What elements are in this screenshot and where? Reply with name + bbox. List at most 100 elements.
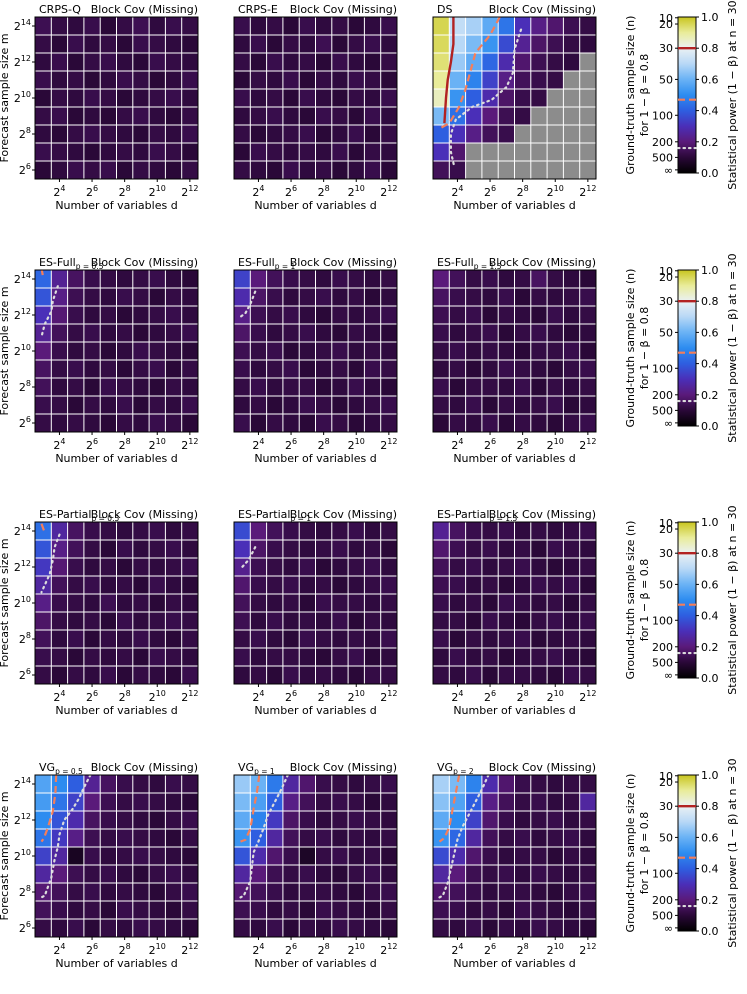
heatmap-cell [299, 576, 316, 595]
heatmap-cell [132, 378, 150, 397]
heatmap-cell [331, 107, 349, 126]
heatmap-cell [266, 53, 284, 72]
heatmap-cell [579, 901, 597, 920]
heatmap-cell [67, 270, 85, 289]
panel-subtitle: Block Cov (Missing) [91, 761, 198, 774]
heatmap-cell [100, 865, 117, 884]
heatmap-cell [234, 847, 251, 866]
heatmap-cell [514, 576, 532, 595]
heatmap-cell [380, 71, 398, 90]
x-tick-label: 212 [579, 437, 596, 452]
heatmap-cell [100, 522, 117, 541]
heatmap-cell [449, 396, 466, 415]
heatmap-cell [364, 576, 381, 595]
heatmap-cell [100, 594, 117, 613]
heatmap-cell [364, 89, 381, 108]
heatmap-cell [364, 540, 381, 559]
heatmap-cell [35, 161, 52, 180]
heatmap-cell [282, 378, 300, 397]
heatmap-cell [433, 883, 450, 902]
heatmap-cell [380, 919, 398, 938]
heatmap-cell [35, 594, 52, 613]
heatmap-cell-missing [547, 89, 564, 108]
heatmap-cell [67, 89, 85, 108]
heatmap-cell [348, 594, 365, 613]
heatmap-cell [465, 829, 483, 848]
heatmap-cell [83, 143, 101, 162]
heatmap-cell [465, 865, 483, 884]
heatmap-cell [433, 630, 450, 649]
heatmap-cell [514, 360, 532, 379]
x-tick-label: 26 [285, 942, 297, 957]
contour-solid [443, 17, 455, 124]
x-ticks: 24 26 28 210 212 [252, 937, 397, 957]
heatmap-cell [51, 901, 68, 920]
heatmap-cell [165, 270, 182, 289]
heatmap-cell [579, 865, 597, 884]
heatmap-cell [266, 35, 284, 54]
heatmap-cell [364, 919, 381, 938]
heatmap-cell [449, 829, 466, 848]
heatmap-cell [100, 396, 117, 415]
heatmap-cell [514, 53, 532, 72]
heatmap-cell [348, 396, 365, 415]
sample-size-tick-label: 10 [659, 12, 673, 25]
heatmap-cell [449, 414, 466, 433]
panel-title: ES-Fullp = 1.5 [437, 256, 502, 271]
heatmap-cell [165, 71, 182, 90]
heatmap-cell [563, 919, 580, 938]
heatmap-cell [132, 540, 150, 559]
heatmap-cell [266, 17, 284, 36]
heatmap-cell [547, 829, 564, 848]
heatmap-cell [348, 89, 365, 108]
heatmap-cell [250, 775, 267, 794]
heatmap-cell [266, 847, 284, 866]
heatmap-cell [465, 793, 483, 812]
x-tick-label: 26 [86, 942, 98, 957]
x-tick-label: 24 [252, 437, 264, 452]
heatmap-cell [250, 811, 267, 830]
heatmap-cell [348, 324, 365, 343]
heatmap-cell [348, 414, 365, 433]
heatmap-cell [250, 919, 267, 938]
heatmap-cell [465, 35, 483, 54]
heatmap-cell [514, 558, 532, 577]
heatmap-cell [250, 396, 267, 415]
heatmap-cell [331, 901, 349, 920]
heatmap-cell [299, 630, 316, 649]
panel-title: ES-Partialp = 0.5 [39, 508, 119, 523]
sample-size-tick-label: 50 [659, 831, 673, 844]
x-tick-label: 24 [252, 942, 264, 957]
heatmap-cell [315, 89, 333, 108]
heatmap-cell [331, 35, 349, 54]
heatmap-cell [67, 378, 85, 397]
heatmap-cell [299, 648, 316, 667]
heatmap-cell [348, 793, 365, 812]
heatmap-cell [149, 288, 166, 307]
heatmap-cell [380, 107, 398, 126]
heatmap-cell [35, 125, 52, 144]
heatmap-cell [315, 270, 333, 289]
heatmap-cell-missing [579, 71, 597, 90]
heatmap-cells [234, 17, 398, 180]
heatmap-cell [331, 829, 349, 848]
heatmap-cell [563, 53, 580, 72]
heatmap-cell [481, 306, 499, 325]
y-tick-label: 212 [14, 812, 31, 827]
heatmap-cell [380, 306, 398, 325]
heatmap-cell [433, 775, 450, 794]
heatmap-cell [498, 847, 515, 866]
power-tick-label: 0.0 [701, 167, 719, 180]
heatmap-cell [498, 107, 515, 126]
heatmap-cell [530, 612, 548, 631]
heatmap-cell [282, 648, 300, 667]
contour-dashed [40, 523, 46, 534]
heatmap-cell [67, 811, 85, 830]
heatmap-cell [181, 35, 199, 54]
heatmap-cell [465, 53, 483, 72]
heatmap-cell [51, 648, 68, 667]
heatmap-cell [234, 630, 251, 649]
heatmap-cell [547, 53, 564, 72]
heatmap-cell [364, 883, 381, 902]
heatmap-cell [181, 576, 199, 595]
